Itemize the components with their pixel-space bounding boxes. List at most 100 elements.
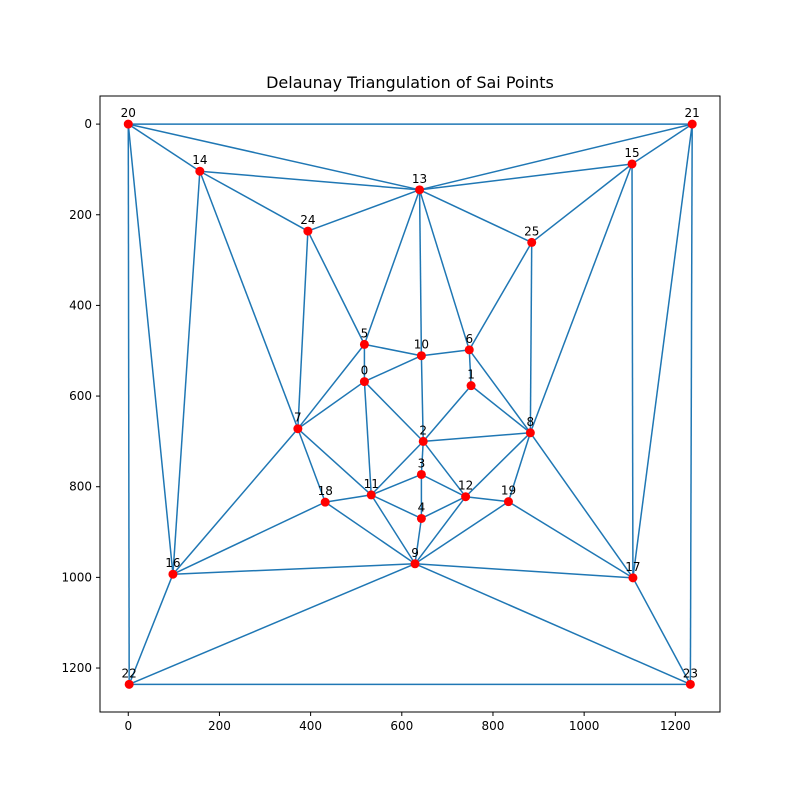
edge-18-16 — [172, 501, 326, 575]
point-15 — [627, 159, 637, 169]
point-label-4: 4 — [418, 500, 426, 514]
edge-16-22 — [128, 573, 174, 685]
edge-8-19 — [507, 432, 532, 502]
edge-21-17 — [632, 124, 693, 578]
point-label-10: 10 — [414, 338, 429, 352]
point-10 — [416, 351, 426, 361]
point-22 — [124, 679, 134, 689]
edge-8-17 — [529, 432, 634, 579]
edge-3-12 — [421, 473, 466, 498]
edge-20-14 — [127, 123, 201, 172]
edge-13-10 — [418, 189, 423, 356]
x-tick-label-600: 600 — [390, 719, 413, 733]
point-label-11: 11 — [364, 477, 379, 491]
point-label-25: 25 — [524, 224, 539, 238]
point-3 — [416, 469, 426, 479]
edge-2-12 — [422, 440, 467, 498]
point-label-7: 7 — [294, 411, 302, 425]
point-2 — [418, 436, 428, 446]
edge-10-2 — [420, 355, 424, 442]
y-tick-label-0: 0 — [84, 117, 92, 131]
points-group — [123, 119, 697, 689]
edge-14-16 — [172, 171, 201, 575]
edge-13-15 — [419, 163, 633, 191]
x-tick-label-200: 200 — [208, 719, 231, 733]
point-label-14: 14 — [192, 153, 207, 167]
point-11 — [366, 490, 376, 500]
edge-4-12 — [421, 496, 466, 520]
edge-6-8 — [468, 349, 531, 434]
edge-0-7 — [297, 380, 365, 430]
chart-title: Delaunay Triangulation of Sai Points — [266, 73, 554, 92]
edge-6-1 — [468, 349, 472, 386]
edge-11-18 — [325, 494, 372, 503]
edge-24-5 — [307, 230, 366, 345]
x-tick-label-1200: 1200 — [660, 719, 691, 733]
edge-11-4 — [370, 494, 422, 520]
point-16 — [168, 569, 178, 579]
edge-19-9 — [414, 501, 509, 565]
point-label-13: 13 — [412, 172, 427, 186]
edge-7-16 — [172, 428, 299, 575]
point-label-16: 16 — [165, 556, 180, 570]
edge-13-5 — [363, 189, 421, 345]
edge-5-10 — [364, 343, 422, 357]
point-12 — [461, 492, 471, 502]
point-19 — [503, 497, 513, 507]
edge-8-12 — [465, 432, 531, 498]
point-0 — [359, 377, 369, 387]
edge-2-8 — [423, 432, 531, 443]
edge-7-18 — [297, 428, 326, 503]
point-23 — [685, 679, 695, 689]
edge-13-6 — [418, 189, 470, 351]
point-6 — [464, 345, 474, 355]
point-5 — [359, 339, 369, 349]
edge-17-23 — [632, 577, 692, 685]
edge-11-9 — [370, 494, 416, 565]
point-label-22: 22 — [122, 666, 137, 680]
edge-21-23 — [689, 124, 693, 685]
edge-4-9 — [414, 518, 423, 564]
point-label-5: 5 — [361, 326, 369, 340]
y-tick-label-600: 600 — [69, 389, 92, 403]
edge-14-7 — [199, 170, 299, 429]
edge-19-17 — [508, 501, 634, 579]
point-label-8: 8 — [527, 415, 535, 429]
point-label-24: 24 — [300, 213, 315, 227]
edge-20-22 — [127, 124, 130, 685]
edge-2-11 — [370, 440, 424, 496]
point-20 — [123, 119, 133, 129]
edge-1-8 — [470, 385, 531, 434]
y-tick-label-200: 200 — [69, 208, 92, 222]
point-24 — [303, 226, 313, 236]
edge-9-17 — [414, 563, 633, 579]
edge-9-23 — [414, 563, 691, 686]
point-4 — [416, 513, 426, 523]
edge-10-6 — [421, 349, 470, 357]
point-label-20: 20 — [121, 106, 136, 120]
point-7 — [293, 424, 303, 434]
edge-24-7 — [297, 231, 309, 429]
edge-2-3 — [420, 441, 424, 475]
edge-0-11 — [363, 381, 372, 495]
edge-13-24 — [307, 189, 420, 232]
edge-15-8 — [529, 163, 633, 434]
x-axis-ticks: 0 200 400 600 800 1000 1200 — [124, 712, 691, 733]
y-axis-ticks: 0 200 400 600 800 1000 1200 — [61, 117, 100, 675]
edge-25-6 — [468, 242, 533, 351]
edge-20-16 — [127, 124, 174, 575]
point-18 — [320, 497, 330, 507]
edge-3-11 — [370, 473, 422, 496]
y-tick-label-1000: 1000 — [61, 570, 92, 584]
point-13 — [415, 185, 425, 195]
point-8 — [525, 428, 535, 438]
x-tick-label-0: 0 — [124, 719, 132, 733]
x-tick-label-1000: 1000 — [569, 719, 600, 733]
edge-15-25 — [531, 163, 633, 243]
point-17 — [628, 573, 638, 583]
point-label-3: 3 — [418, 456, 426, 470]
edge-0-2 — [363, 381, 424, 442]
point-label-12: 12 — [458, 479, 473, 493]
